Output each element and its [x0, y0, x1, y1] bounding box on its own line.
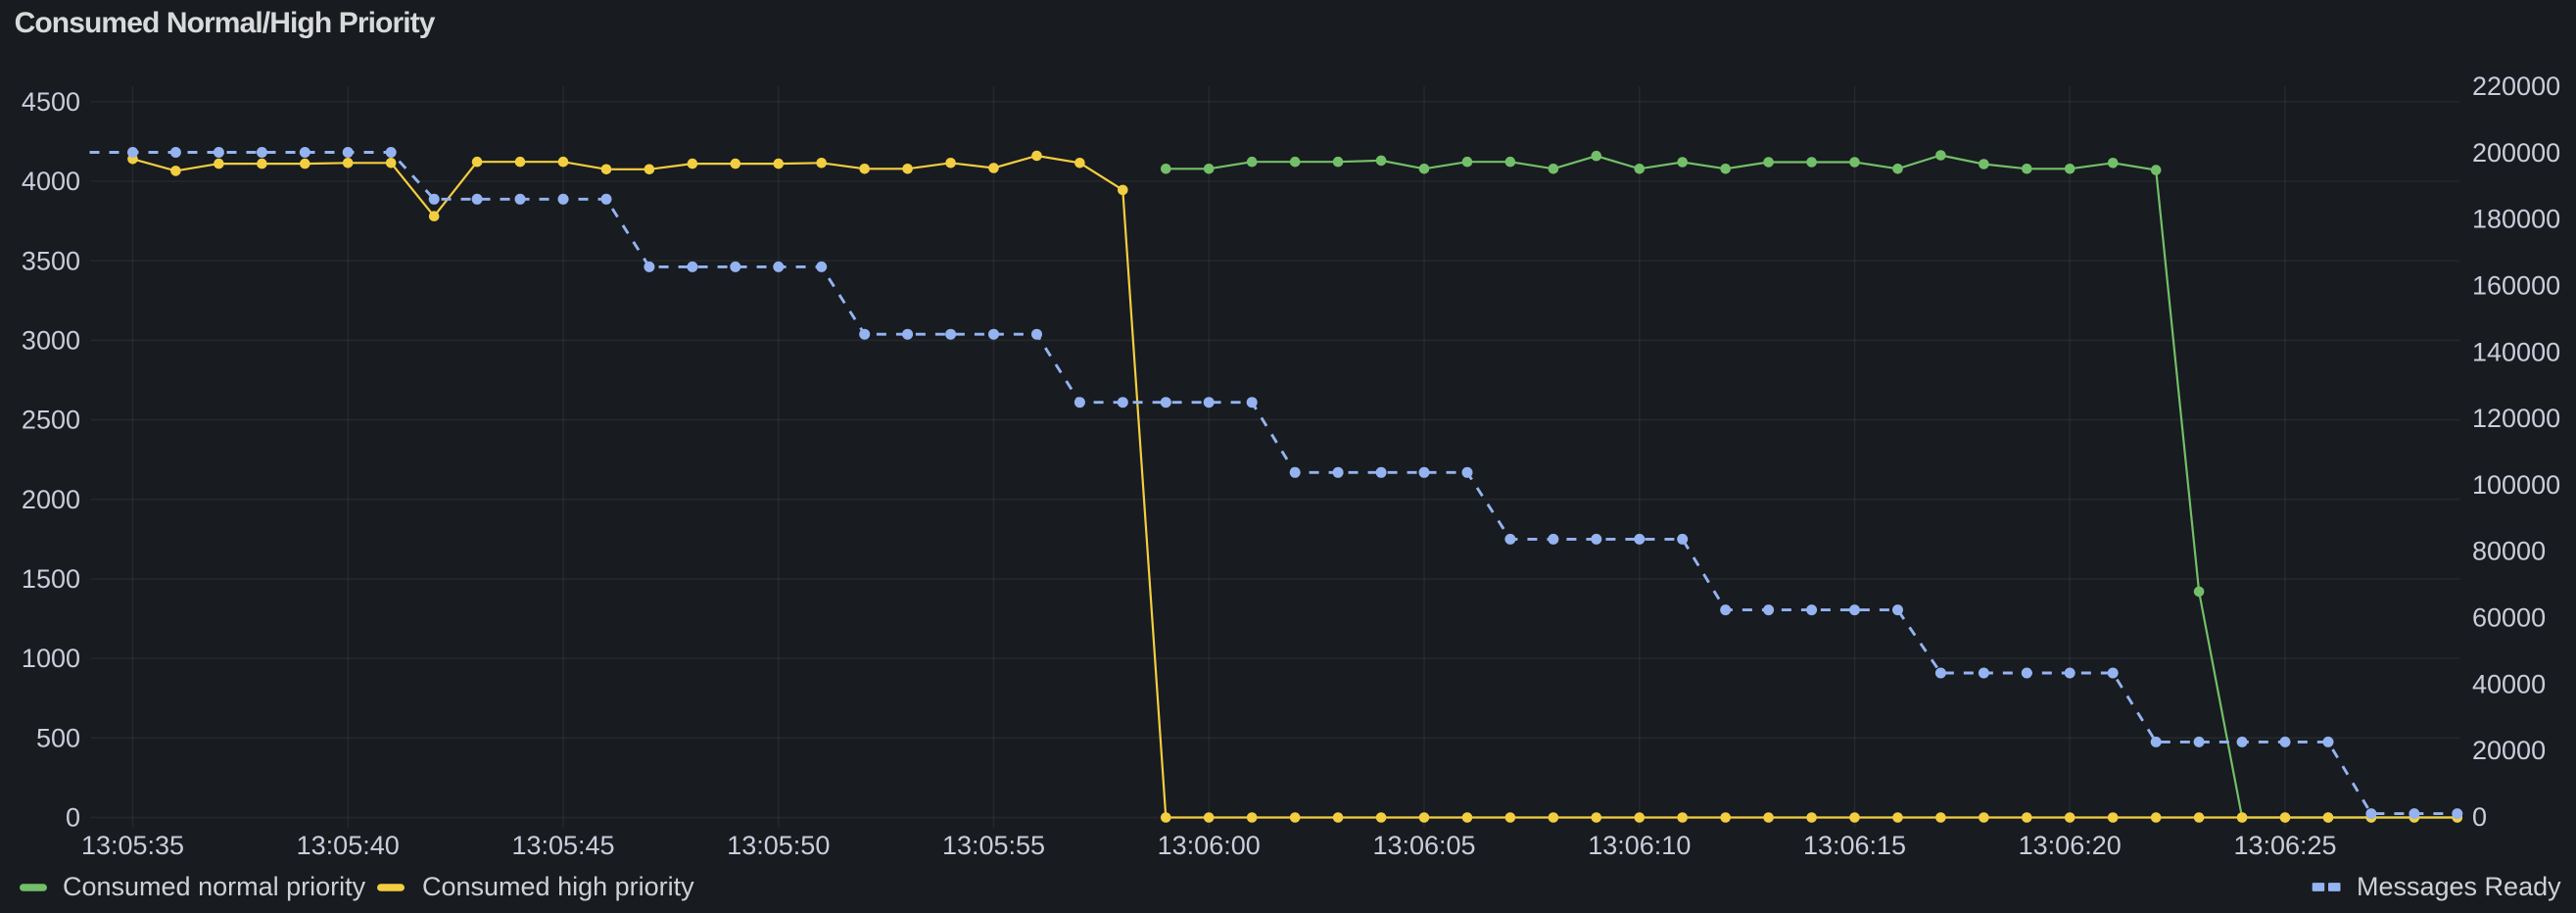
svg-text:13:06:20: 13:06:20 — [2019, 831, 2122, 860]
svg-text:160000: 160000 — [2472, 271, 2560, 301]
svg-text:220000: 220000 — [2472, 72, 2560, 101]
svg-text:2500: 2500 — [22, 406, 80, 435]
svg-text:13:06:15: 13:06:15 — [1803, 831, 1906, 860]
svg-text:3500: 3500 — [22, 246, 80, 275]
svg-text:20000: 20000 — [2472, 736, 2546, 765]
svg-text:Consumed normal priority: Consumed normal priority — [63, 872, 366, 901]
svg-text:13:06:05: 13:06:05 — [1372, 831, 1475, 860]
svg-text:40000: 40000 — [2472, 669, 2546, 698]
svg-text:13:05:45: 13:05:45 — [511, 831, 614, 860]
svg-text:200000: 200000 — [2472, 138, 2560, 168]
svg-text:0: 0 — [66, 803, 80, 833]
svg-text:13:06:00: 13:06:00 — [1158, 831, 1261, 860]
svg-text:4000: 4000 — [22, 167, 80, 196]
svg-text:500: 500 — [36, 723, 80, 752]
svg-text:13:05:40: 13:05:40 — [297, 831, 400, 860]
svg-text:2000: 2000 — [22, 485, 80, 514]
svg-text:13:05:35: 13:05:35 — [81, 831, 184, 860]
svg-text:13:06:10: 13:06:10 — [1588, 831, 1691, 860]
svg-text:13:06:25: 13:06:25 — [2233, 831, 2336, 860]
svg-text:Consumed high priority: Consumed high priority — [422, 872, 694, 901]
svg-text:120000: 120000 — [2472, 404, 2560, 433]
svg-text:180000: 180000 — [2472, 205, 2560, 234]
svg-text:Messages Ready: Messages Ready — [2357, 872, 2561, 901]
svg-text:60000: 60000 — [2472, 603, 2546, 633]
svg-text:0: 0 — [2472, 802, 2487, 832]
svg-text:1500: 1500 — [22, 564, 80, 594]
svg-text:4500: 4500 — [22, 87, 80, 117]
svg-text:140000: 140000 — [2472, 337, 2560, 366]
svg-text:Consumed Normal/High Priority: Consumed Normal/High Priority — [15, 7, 436, 39]
svg-text:1000: 1000 — [22, 644, 80, 673]
svg-text:3000: 3000 — [22, 326, 80, 356]
svg-text:13:05:50: 13:05:50 — [727, 831, 830, 860]
svg-text:100000: 100000 — [2472, 470, 2560, 500]
svg-text:13:05:55: 13:05:55 — [942, 831, 1045, 860]
svg-text:80000: 80000 — [2472, 537, 2546, 566]
